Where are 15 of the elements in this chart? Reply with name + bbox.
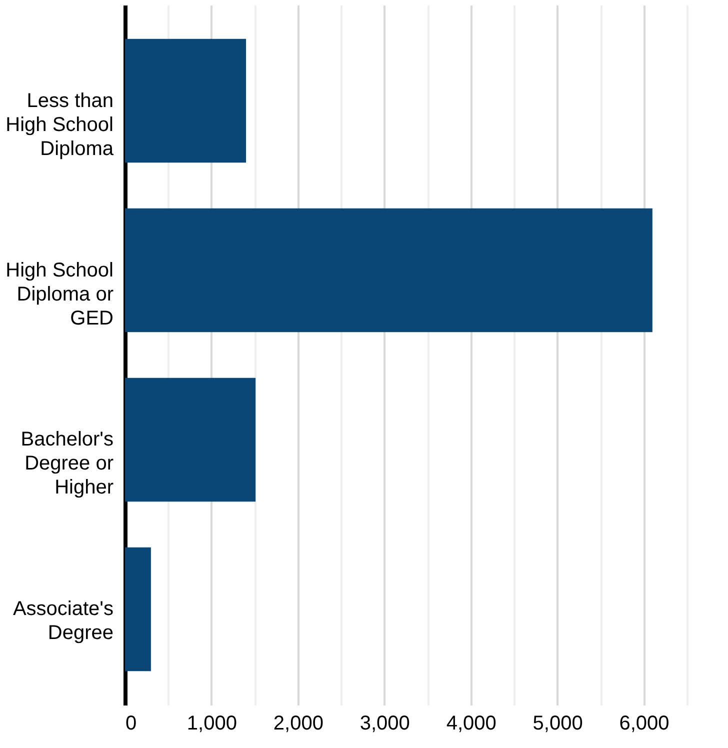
y-tick-label: Associate's Degree xyxy=(12,598,114,644)
bar xyxy=(125,208,652,332)
x-tick-label: 1,000 xyxy=(186,712,237,734)
y-tick-label: High School Diploma or GED xyxy=(6,259,114,330)
x-tick-label: 2,000 xyxy=(273,712,324,734)
x-tick-label: 4,000 xyxy=(446,712,496,734)
bar xyxy=(125,547,151,672)
y-tick-label: Less than High School Diploma xyxy=(6,90,114,160)
x-tick-label: 5,000 xyxy=(532,712,583,734)
bar xyxy=(125,378,256,502)
bar xyxy=(125,38,246,163)
y-tick-label: Bachelor's Degree or Higher xyxy=(20,428,114,499)
x-tick-label: 0 xyxy=(126,712,137,734)
x-tick-label: 6,000 xyxy=(619,712,670,734)
x-tick-label: 3,000 xyxy=(360,712,410,734)
